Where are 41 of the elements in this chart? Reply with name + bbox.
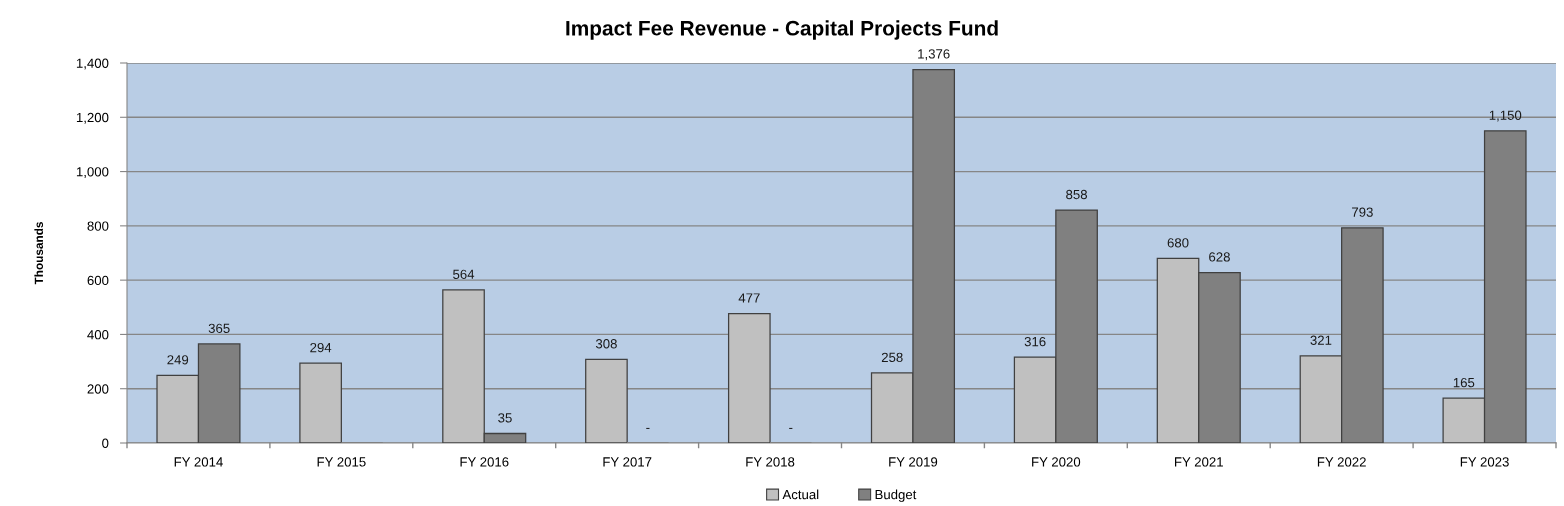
y-tick-label: 600 bbox=[87, 275, 109, 286]
data-label: 477 bbox=[738, 293, 760, 303]
data-label: 321 bbox=[1310, 335, 1332, 345]
x-tick-label: FY 2014 bbox=[174, 457, 223, 467]
y-tick-label: 1,400 bbox=[76, 58, 109, 70]
data-label: 793 bbox=[1352, 207, 1373, 217]
x-tick-label: FY 2022 bbox=[1317, 457, 1366, 467]
data-label: 858 bbox=[1066, 189, 1088, 200]
data-label: 308 bbox=[595, 339, 617, 349]
data-label: - bbox=[646, 427, 650, 429]
data-label: 1,376 bbox=[918, 49, 950, 61]
x-tick-label: FY 2018 bbox=[746, 457, 795, 467]
y-tick-label: 1,000 bbox=[76, 167, 109, 179]
y-axis-title: Thousands bbox=[34, 222, 44, 285]
x-tick-label: FY 2020 bbox=[1032, 457, 1081, 467]
chart-title: Impact Fee Revenue - Capital Projects Fund bbox=[566, 20, 998, 40]
x-tick-label: FY 2017 bbox=[603, 457, 652, 467]
y-tick-label: 1,200 bbox=[76, 112, 109, 124]
data-label: 1,150 bbox=[1489, 110, 1522, 122]
x-tick-label: FY 2021 bbox=[1175, 457, 1223, 467]
y-tick-label: 800 bbox=[87, 221, 109, 231]
x-tick-label: FY 2019 bbox=[889, 457, 938, 467]
x-tick-label: FY 2016 bbox=[460, 457, 509, 467]
y-tick-label: 0 bbox=[102, 438, 109, 448]
data-label: 294 bbox=[310, 342, 332, 353]
legend-label: Actual bbox=[782, 489, 819, 500]
legend-label: Budget bbox=[875, 489, 917, 502]
data-label: 316 bbox=[1024, 336, 1046, 347]
data-label: 165 bbox=[1453, 377, 1475, 388]
data-label: 249 bbox=[167, 355, 189, 365]
data-label: 680 bbox=[1167, 238, 1189, 248]
data-label: 365 bbox=[208, 323, 230, 333]
x-tick-label: FY 2015 bbox=[317, 457, 366, 467]
data-label: 628 bbox=[1209, 252, 1230, 262]
y-tick-label: 200 bbox=[87, 384, 109, 394]
data-label: - bbox=[789, 427, 793, 429]
y-tick-label: 400 bbox=[87, 330, 109, 340]
x-tick-label: FY 2023 bbox=[1460, 457, 1509, 467]
data-label: 564 bbox=[453, 269, 475, 279]
data-label: 35 bbox=[498, 413, 512, 423]
data-label: 258 bbox=[881, 352, 903, 363]
